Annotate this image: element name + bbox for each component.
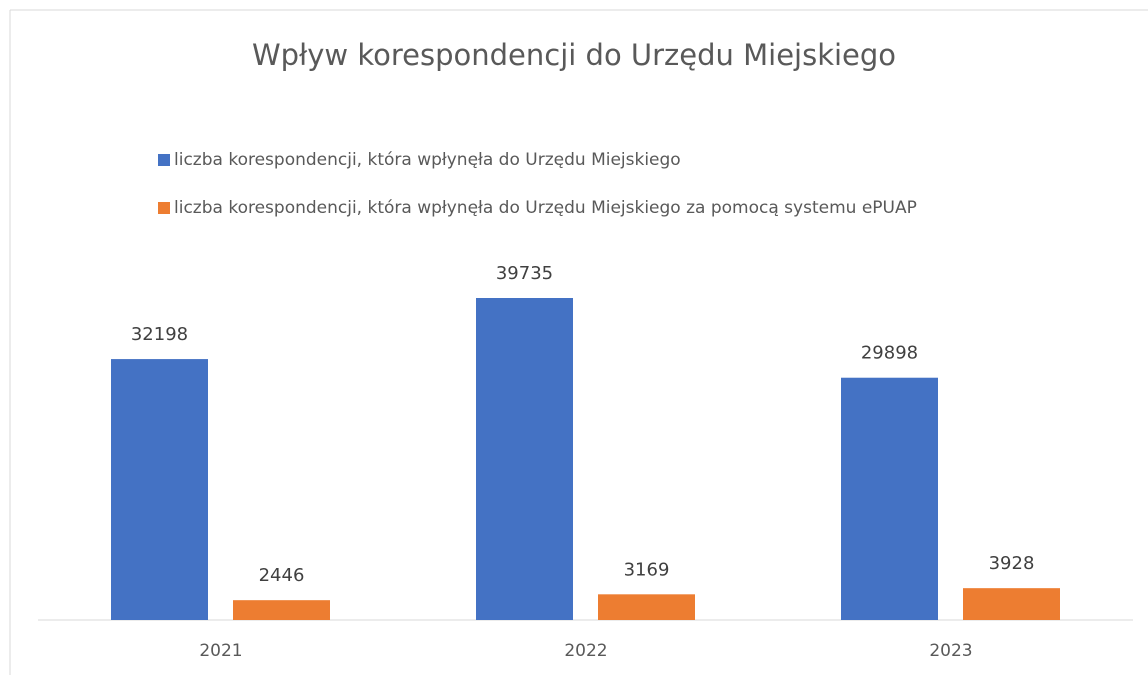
legend-label: liczba korespondencji, która wpłynęła do…: [174, 198, 917, 218]
bar: [111, 359, 208, 620]
bar: [841, 377, 938, 620]
chart-title: Wpływ korespondencji do Urzędu Miejskieg…: [252, 38, 896, 72]
x-tick-label: 2023: [929, 641, 972, 661]
value-label: 39735: [496, 263, 553, 284]
legend-swatch: [158, 202, 170, 214]
x-tick-label: 2021: [199, 641, 242, 661]
value-label: 2446: [259, 565, 305, 586]
legend-label: liczba korespondencji, która wpłynęła do…: [174, 150, 681, 170]
value-label: 3928: [989, 553, 1035, 574]
value-label: 29898: [861, 343, 918, 364]
bar: [963, 588, 1060, 620]
legend-swatch: [158, 154, 170, 166]
value-label: 32198: [131, 324, 188, 345]
bar: [233, 600, 330, 620]
bar: [476, 298, 573, 620]
bar: [598, 594, 695, 620]
x-tick-label: 2022: [564, 641, 607, 661]
value-label: 3169: [624, 559, 670, 580]
